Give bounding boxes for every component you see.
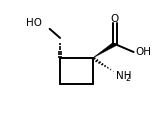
Text: 2: 2 xyxy=(126,74,131,83)
Polygon shape xyxy=(93,42,116,58)
Text: O: O xyxy=(111,14,119,24)
Text: OH: OH xyxy=(135,47,151,57)
Text: NH: NH xyxy=(116,71,132,81)
Text: HO: HO xyxy=(26,18,42,28)
